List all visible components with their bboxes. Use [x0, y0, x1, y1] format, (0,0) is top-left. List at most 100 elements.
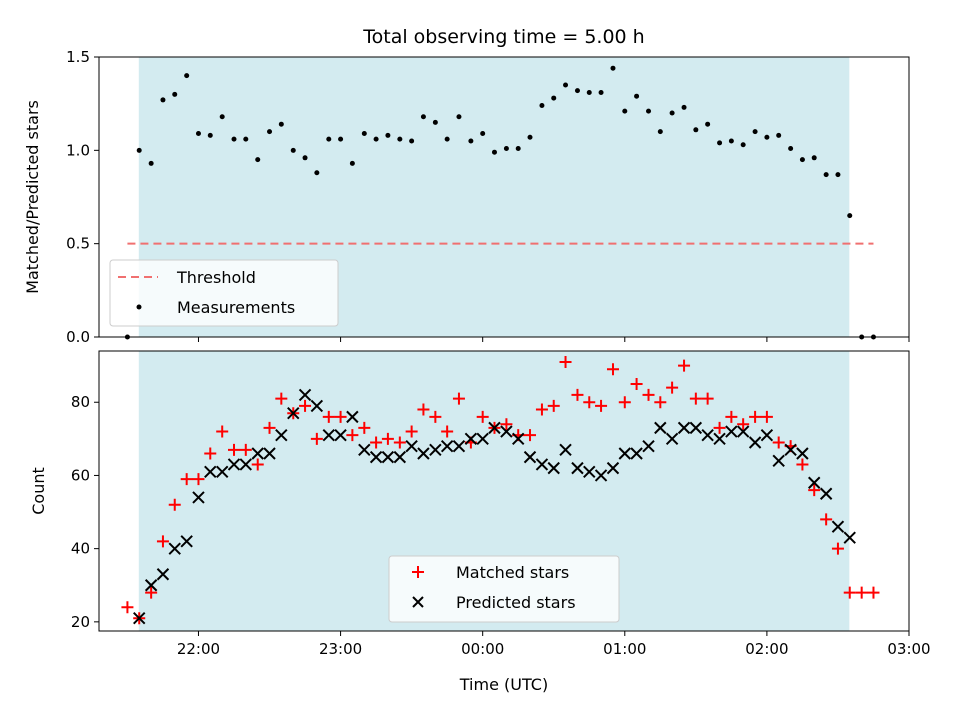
predicted-star-point — [322, 428, 335, 442]
top-panel: 0.0 0.5 1.0 1.5 Matched/Predicted stars Thr… — [23, 48, 910, 346]
measurement-point — [243, 136, 249, 142]
legend-matched-swatch — [412, 566, 424, 578]
predicted-star-point — [594, 469, 608, 482]
matched-star-point — [192, 473, 205, 486]
bottom-x-tick-label: 00:00 — [461, 640, 504, 658]
matched-star-point — [156, 535, 169, 548]
matched-star-point — [831, 542, 844, 555]
measurement-point — [326, 136, 332, 142]
measurement-point — [444, 136, 450, 142]
matched-star-point — [689, 392, 702, 405]
measurement-point — [669, 110, 675, 116]
predicted-star-point — [583, 465, 596, 478]
measurement-point — [586, 89, 592, 95]
predicted-star-point — [346, 410, 359, 424]
chart-title: Total observing time = 5.00 h — [362, 26, 644, 48]
measurement-point — [456, 114, 462, 120]
predicted-star-point — [559, 443, 572, 457]
matched-star-point — [322, 410, 335, 423]
predicted-star-point — [287, 407, 300, 420]
measurement-point — [835, 172, 841, 178]
measurement-point — [622, 108, 628, 114]
predicted-star-point — [180, 535, 193, 548]
measurement-point — [811, 155, 817, 161]
bottom-legend-box — [388, 555, 620, 623]
predicted-star-point — [523, 450, 537, 464]
measurement-point — [551, 95, 557, 101]
matched-star-point — [452, 392, 465, 405]
predicted-star-point — [701, 428, 714, 442]
measurement-point — [267, 129, 273, 135]
matched-star-point — [275, 392, 288, 405]
matched-star-point — [381, 432, 394, 445]
measurement-point — [693, 127, 699, 133]
measurement-point — [255, 157, 261, 163]
matched-star-point — [725, 410, 738, 423]
measurement-point — [515, 145, 521, 151]
matched-star-point — [535, 403, 548, 416]
predicted-star-point — [251, 447, 264, 460]
predicted-star-point — [831, 520, 845, 533]
matched-star-point — [310, 432, 323, 445]
matched-star-point — [299, 399, 312, 412]
legend-measurements-label: Measurements — [177, 298, 295, 317]
measurement-point — [527, 134, 533, 140]
bottom-y-tick-label: 80 — [71, 393, 90, 411]
measurement-point — [681, 104, 687, 110]
legend-predicted-label: Predicted stars — [456, 593, 576, 612]
predicted-star-point — [606, 461, 620, 475]
matched-star-point — [346, 429, 359, 442]
bottom-x-tick-label: 23:00 — [319, 640, 362, 658]
matched-star-point — [571, 388, 584, 401]
top-y-axis-label: Matched/Predicted stars — [23, 100, 42, 294]
predicted-star-point — [677, 421, 691, 435]
top-y-tick-label: 0.0 — [66, 328, 90, 346]
predicted-star-point — [547, 461, 560, 475]
measurement-point — [148, 160, 154, 166]
matched-star-point — [429, 410, 442, 423]
predicted-star-point — [429, 443, 442, 457]
matched-star-point — [239, 443, 252, 456]
matched-star-point — [405, 425, 418, 438]
top-legend: Threshold Measurements — [109, 259, 339, 327]
predicted-star-point — [725, 425, 738, 438]
measurement-point — [480, 131, 486, 137]
matched-star-point — [263, 421, 276, 434]
predicted-star-point — [133, 611, 146, 625]
matched-star-point — [358, 421, 371, 434]
measurement-point — [278, 121, 284, 127]
matched-star-point — [334, 410, 347, 423]
matched-star-point — [630, 377, 643, 390]
matched-star-point — [595, 399, 608, 412]
matched-star-point — [843, 586, 856, 599]
measurement-point — [420, 114, 426, 120]
measurement-point — [646, 108, 652, 114]
matched-star-point — [666, 381, 679, 394]
measurement-point — [491, 149, 497, 155]
top-y-tick-label: 1.5 — [66, 48, 90, 66]
legend-predicted-swatch — [412, 596, 424, 608]
measurement-point — [574, 88, 580, 94]
predicted-star-point — [215, 465, 229, 478]
matched-star-point — [749, 410, 762, 423]
top-legend-box — [109, 259, 339, 327]
matched-star-point — [867, 586, 880, 599]
predicted-star-point — [417, 447, 430, 460]
bottom-panel: 20 40 60 80 22:00 23:00 00:00 01:00 02:00 03:00 C… — [29, 350, 931, 694]
measurement-point — [314, 170, 320, 176]
matched-star-point — [713, 421, 726, 434]
predicted-star-point — [452, 439, 466, 453]
bottom-legend: Matched stars Predicted stars — [388, 555, 620, 623]
matched-star-point — [701, 392, 714, 405]
measurement-point — [468, 138, 474, 144]
measurement-point — [361, 131, 367, 137]
measurement-point — [740, 142, 746, 148]
legend-matched-label: Matched stars — [456, 563, 569, 582]
matched-star-point — [855, 586, 868, 599]
predicted-star-point — [689, 421, 703, 435]
predicted-star-point — [571, 461, 584, 475]
predicted-star-point — [310, 399, 324, 413]
predicted-star-point — [476, 432, 489, 446]
predicted-star-point — [156, 568, 170, 581]
